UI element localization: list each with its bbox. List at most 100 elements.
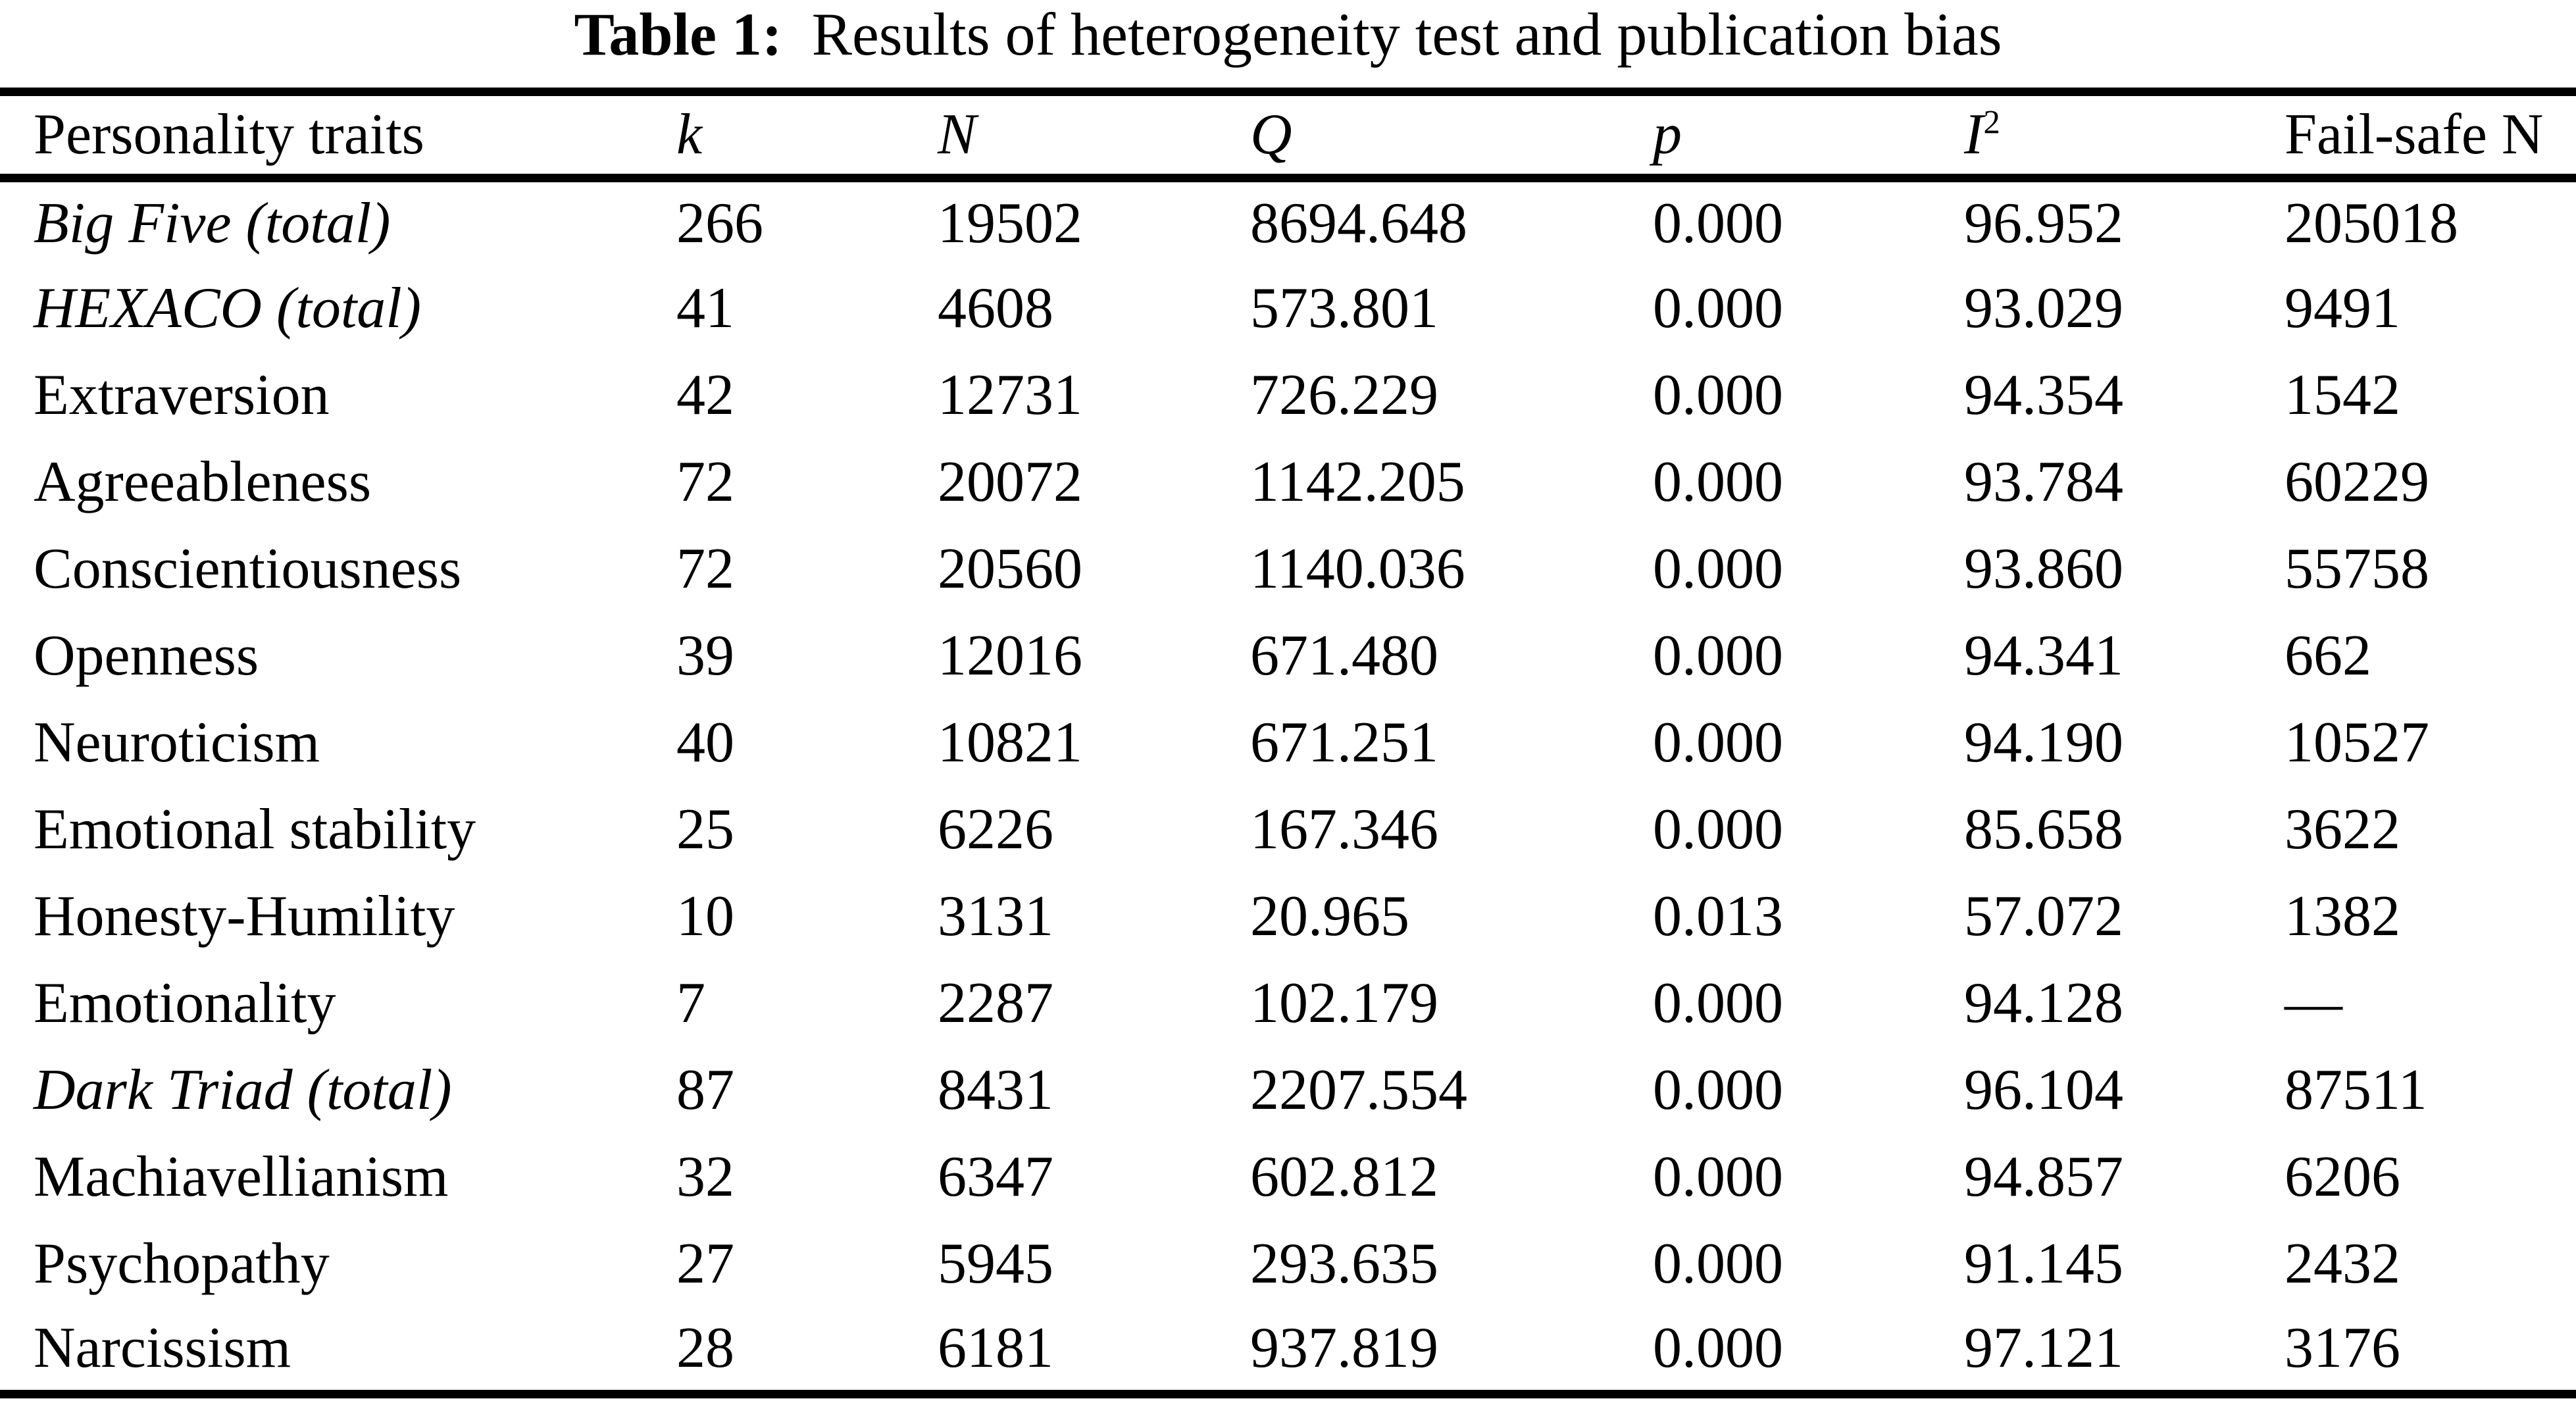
cell-n: 20560 xyxy=(938,536,1082,601)
table-row: Big Five (total) 266 19502 8694.648 0.000 96.… xyxy=(0,178,2576,265)
cell-n: 3131 xyxy=(938,884,1053,948)
cell-q: 937.819 xyxy=(1250,1316,1438,1381)
cell-n: 20072 xyxy=(938,449,1082,514)
cell-q: 8694.648 xyxy=(1250,191,1467,255)
cell-failsafe: 1382 xyxy=(2285,884,2400,948)
table-caption-title: Results of heterogeneity test and public… xyxy=(811,1,2002,68)
cell-q: 671.480 xyxy=(1250,623,1438,688)
cell-i2: 97.121 xyxy=(1964,1316,2123,1381)
cell-i2: 57.072 xyxy=(1964,884,2123,948)
cell-failsafe: 10527 xyxy=(2285,710,2429,775)
cell-p: 0.013 xyxy=(1653,884,1783,948)
table-body: Big Five (total) 266 19502 8694.648 0.000 96.… xyxy=(0,178,2576,1394)
table-row: Neuroticism 40 10821 671.251 0.000 94.190 1052… xyxy=(0,700,2576,786)
cell-q: 1140.036 xyxy=(1250,536,1465,601)
cell-p: 0.000 xyxy=(1653,276,1783,340)
header-i-squared: I2 xyxy=(1964,91,2285,182)
cell-trait: Honesty-Humility xyxy=(34,884,455,948)
cell-trait: Emotionality xyxy=(34,971,336,1035)
cell-i2: 96.952 xyxy=(1964,191,2123,255)
cell-n: 6181 xyxy=(938,1316,1053,1381)
table-caption-number: Table 1: xyxy=(574,1,782,68)
cell-q: 1142.205 xyxy=(1250,449,1465,514)
cell-n: 2287 xyxy=(938,971,1053,1035)
cell-k: 28 xyxy=(676,1316,734,1381)
cell-trait: Narcissism xyxy=(34,1316,291,1381)
cell-q: 167.346 xyxy=(1250,797,1438,861)
cell-i2: 94.190 xyxy=(1964,710,2123,775)
cell-k: 7 xyxy=(676,971,705,1035)
cell-k: 39 xyxy=(676,623,734,688)
table-row: Extraversion 42 12731 726.229 0.000 94.354 154… xyxy=(0,352,2576,439)
table-row: Agreeableness 72 20072 1142.205 0.000 93.784 6… xyxy=(0,439,2576,526)
cell-q: 726.229 xyxy=(1250,363,1438,427)
cell-trait: Openness xyxy=(34,623,259,688)
cell-n: 12016 xyxy=(938,623,1082,688)
cell-failsafe: 55758 xyxy=(2285,536,2429,601)
cell-p: 0.000 xyxy=(1653,449,1783,514)
cell-n: 6347 xyxy=(938,1144,1053,1209)
cell-i2: 94.857 xyxy=(1964,1144,2123,1209)
cell-failsafe: 9491 xyxy=(2285,276,2400,340)
cell-q: 2207.554 xyxy=(1250,1058,1467,1122)
cell-k: 72 xyxy=(676,449,734,514)
results-table: Personality traits k N Q p I2 Fail-safe … xyxy=(0,88,2576,1398)
cell-trait: Machiavellianism xyxy=(34,1144,449,1209)
cell-i2: 85.658 xyxy=(1964,797,2123,861)
cell-failsafe: 1542 xyxy=(2285,363,2400,427)
cell-failsafe: 87511 xyxy=(2285,1058,2427,1122)
cell-p: 0.000 xyxy=(1653,191,1783,255)
cell-p: 0.000 xyxy=(1653,536,1783,601)
table-header: Personality traits k N Q p I2 Fail-safe … xyxy=(0,91,2576,182)
cell-failsafe: 6206 xyxy=(2285,1144,2400,1209)
cell-n: 4608 xyxy=(938,276,1053,340)
cell-n: 5945 xyxy=(938,1231,1053,1296)
table-row: Emotional stability 25 6226 167.346 0.000 85.… xyxy=(0,786,2576,873)
header-personality-traits: Personality traits xyxy=(0,91,676,182)
cell-k: 32 xyxy=(676,1144,734,1209)
table-row: Honesty-Humility 10 3131 20.965 0.013 57.072 1… xyxy=(0,873,2576,960)
cell-i2: 94.128 xyxy=(1964,971,2123,1035)
cell-i2: 94.354 xyxy=(1964,363,2123,427)
cell-p: 0.000 xyxy=(1653,971,1783,1035)
cell-k: 42 xyxy=(676,363,734,427)
cell-i2: 91.145 xyxy=(1964,1231,2123,1296)
cell-trait: Extraversion xyxy=(34,363,330,427)
cell-q: 102.179 xyxy=(1250,971,1438,1035)
cell-k: 41 xyxy=(676,276,734,340)
table-row: Dark Triad (total) 87 8431 2207.554 0.000 96.… xyxy=(0,1047,2576,1134)
cell-failsafe: 2432 xyxy=(2285,1231,2400,1296)
cell-failsafe: — xyxy=(2285,971,2342,1035)
cell-k: 72 xyxy=(676,536,734,601)
cell-p: 0.000 xyxy=(1653,797,1783,861)
cell-p: 0.000 xyxy=(1653,623,1783,688)
table-row: Psychopathy 27 5945 293.635 0.000 91.145 2432 xyxy=(0,1221,2576,1308)
cell-n: 8431 xyxy=(938,1058,1053,1122)
cell-failsafe: 60229 xyxy=(2285,449,2429,514)
cell-failsafe: 3176 xyxy=(2285,1316,2400,1381)
cell-k: 25 xyxy=(676,797,734,861)
header-q: Q xyxy=(1250,91,1653,182)
cell-n: 19502 xyxy=(938,191,1082,255)
cell-k: 10 xyxy=(676,884,734,948)
header-i-squared-exponent: 2 xyxy=(1983,104,2000,141)
cell-trait: Emotional stability xyxy=(34,797,476,861)
header-i-squared-base: I xyxy=(1964,103,1984,166)
cell-p: 0.000 xyxy=(1653,1316,1783,1381)
cell-q: 293.635 xyxy=(1250,1231,1438,1296)
cell-q: 573.801 xyxy=(1250,276,1438,340)
cell-q: 20.965 xyxy=(1250,884,1409,948)
cell-k: 40 xyxy=(676,710,734,775)
header-p: p xyxy=(1653,91,1964,182)
cell-q: 602.812 xyxy=(1250,1144,1438,1209)
table-row: Emotionality 7 2287 102.179 0.000 94.128 — xyxy=(0,960,2576,1047)
cell-p: 0.000 xyxy=(1653,710,1783,775)
header-row: Personality traits k N Q p I2 Fail-safe … xyxy=(0,91,2576,182)
cell-n: 12731 xyxy=(938,363,1082,427)
table-row: Machiavellianism 32 6347 602.812 0.000 94.857… xyxy=(0,1134,2576,1221)
cell-failsafe: 3622 xyxy=(2285,797,2400,861)
table-row: Conscientiousness 72 20560 1140.036 0.000 93.… xyxy=(0,526,2576,613)
cell-trait: Big Five (total) xyxy=(34,191,391,255)
cell-n: 10821 xyxy=(938,710,1082,775)
header-fail-safe-n: Fail-safe N xyxy=(2285,91,2576,182)
